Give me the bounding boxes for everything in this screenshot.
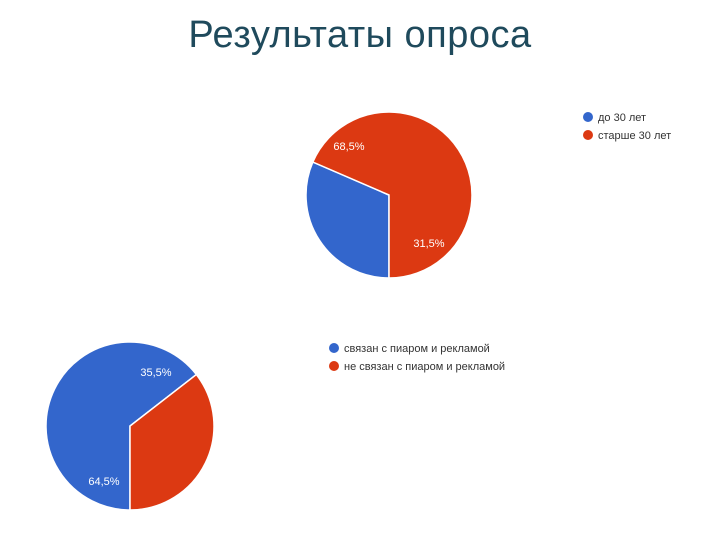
legend-label-2: не связан с пиаром и рекламой: [344, 361, 505, 373]
slice-label-1: 64,5%: [88, 476, 119, 488]
slice-label-1: 31,5%: [413, 238, 444, 250]
pie-chart-age: 31,5% 68,5% до 30 лет старше 30 лет: [305, 111, 671, 279]
pie-slice-2: [129, 373, 215, 511]
legend-label-1: до 30 лет: [598, 112, 646, 124]
legend-label-1: связан с пиаром и рекламой: [344, 343, 490, 355]
pie-slice-2: [311, 111, 473, 279]
pie-chart-profession: 64,5% 35,5% связан с пиаром и рекламой не с…: [45, 341, 505, 511]
slice-label-2: 68,5%: [333, 141, 364, 153]
legend-marker-1: [583, 112, 593, 122]
slice-label-2: 35,5%: [140, 367, 171, 379]
legend-marker-2: [583, 130, 593, 140]
page-title: Результаты опроса: [188, 14, 532, 56]
pie-slice-1: [45, 341, 198, 511]
pie-slice-1: [305, 161, 390, 279]
legend-marker-2: [329, 361, 339, 371]
legend-marker-1: [329, 343, 339, 353]
legend-label-2: старше 30 лет: [598, 130, 671, 142]
